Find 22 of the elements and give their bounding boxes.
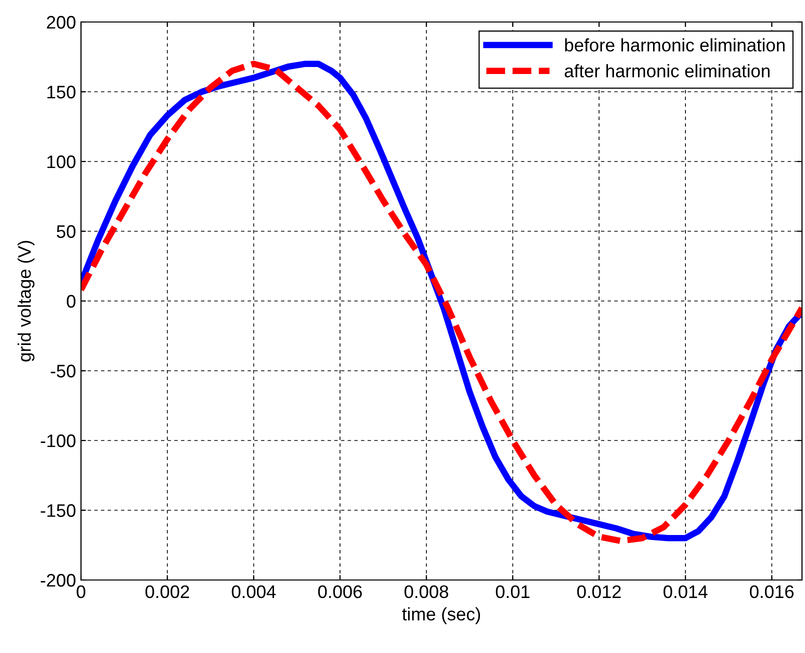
- y-tick-label: -150: [40, 504, 76, 517]
- x-tick-label: 0.014: [664, 585, 708, 598]
- x-tick-label: 0.01: [496, 585, 530, 598]
- y-tick-label: 100: [47, 155, 76, 168]
- y-tick-label: 200: [46, 16, 76, 29]
- y-tick-label: 0: [66, 294, 76, 308]
- x-tick-label: 0.008: [404, 585, 448, 598]
- y-tick-label: -200: [40, 574, 76, 587]
- legend-label: before harmonic elimination: [565, 38, 785, 52]
- x-tick-label: 0.016: [750, 585, 794, 598]
- x-tick-label: 0.004: [232, 585, 276, 598]
- x-axis-title: time (sec): [402, 607, 480, 624]
- x-tick-label: 0.006: [318, 585, 362, 598]
- y-tick-label: -100: [40, 434, 76, 448]
- legend-label: after harmonic elimination: [564, 64, 770, 78]
- y-tick-label: -50: [50, 364, 76, 378]
- y-tick-label: 150: [47, 86, 76, 98]
- x-tick-label: 0.002: [145, 585, 190, 598]
- y-tick-label: 50: [56, 225, 76, 238]
- y-axis-title: grid voltage (V): [18, 240, 34, 362]
- x-tick-label: 0.012: [577, 585, 621, 598]
- x-tick-label: 0: [76, 585, 86, 598]
